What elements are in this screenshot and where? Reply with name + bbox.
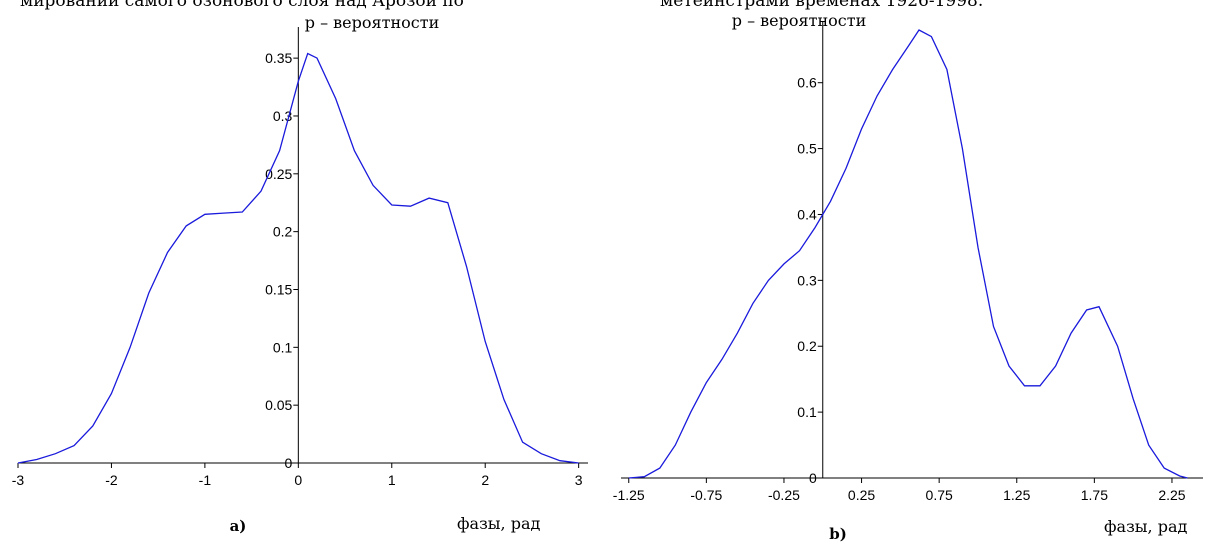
a-x-tick-label: -1: [199, 472, 212, 488]
chart-a: -3 -2 -1 0 1 2 300.050.10.150.20.250.30.35p – …: [12, 13, 588, 535]
b-x-axis-title: фазы, рад: [1104, 517, 1187, 536]
b-x-tick-label: 2.25: [1158, 487, 1185, 503]
b-x-tick-label: 0.75: [926, 487, 953, 503]
b-y-tick-label: 0.5: [797, 141, 817, 157]
b-x-tick-label: -0.75: [690, 487, 722, 503]
b-x-tick-label: -0.25: [768, 487, 800, 503]
a-panel-label: a): [230, 517, 247, 535]
a-y-tick-label: 0.1: [273, 339, 293, 355]
b-y-axis-title: p – вероятности: [732, 11, 866, 30]
a-x-tick-label: 1: [388, 472, 396, 488]
b-y-tick-label: 0.3: [797, 272, 817, 288]
header-right-fragment: метеинстрами временах 1926-1998.: [660, 0, 984, 11]
a-y-tick-label: 0.15: [265, 281, 292, 297]
b-panel-label: b): [829, 525, 847, 543]
header-left-fragment: мирований самого озонового слоя над Ароз…: [20, 0, 464, 11]
b-y-tick-label: 0.1: [797, 404, 817, 420]
header-text: мирований самого озонового слоя над Ароз…: [0, 0, 1210, 13]
b-x-tick-label: 1.75: [1081, 487, 1108, 503]
a-y-tick-label: 0.05: [265, 397, 292, 413]
b-y-tick-label: 0.4: [797, 206, 817, 222]
b-series-line: [628, 29, 1188, 479]
a-series-line: [17, 52, 579, 464]
a-x-tick-label: -3: [12, 472, 25, 488]
a-y-tick-label: 0.25: [265, 166, 292, 182]
a-x-tick-label: 2: [481, 472, 489, 488]
a-x-tick-label: 0: [294, 472, 302, 488]
b-x-tick-label: 1.25: [1003, 487, 1030, 503]
a-y-tick-label: 0.35: [265, 50, 292, 66]
a-y-tick-label: 0: [285, 455, 293, 471]
b-y-tick-label: 0.2: [797, 338, 817, 354]
b-x-tick-label: 0.25: [848, 487, 875, 503]
b-y-tick-label: 0.6: [797, 75, 817, 91]
chart-b: -1.25 -0.75 -0.25 0.25 0.75 1.25 1.75 2.25 0 0.1 0…: [613, 11, 1203, 543]
a-y-axis-title: p – вероятности: [305, 13, 439, 32]
a-x-axis-title: фазы, рад: [457, 514, 540, 533]
a-x-tick-label: -2: [105, 472, 118, 488]
b-x-tick-label: -1.25: [613, 487, 645, 503]
a-y-tick-label: 0.2: [273, 224, 293, 240]
a-x-tick-label: 3: [575, 472, 583, 488]
b-y-tick-label: 0: [809, 470, 817, 486]
